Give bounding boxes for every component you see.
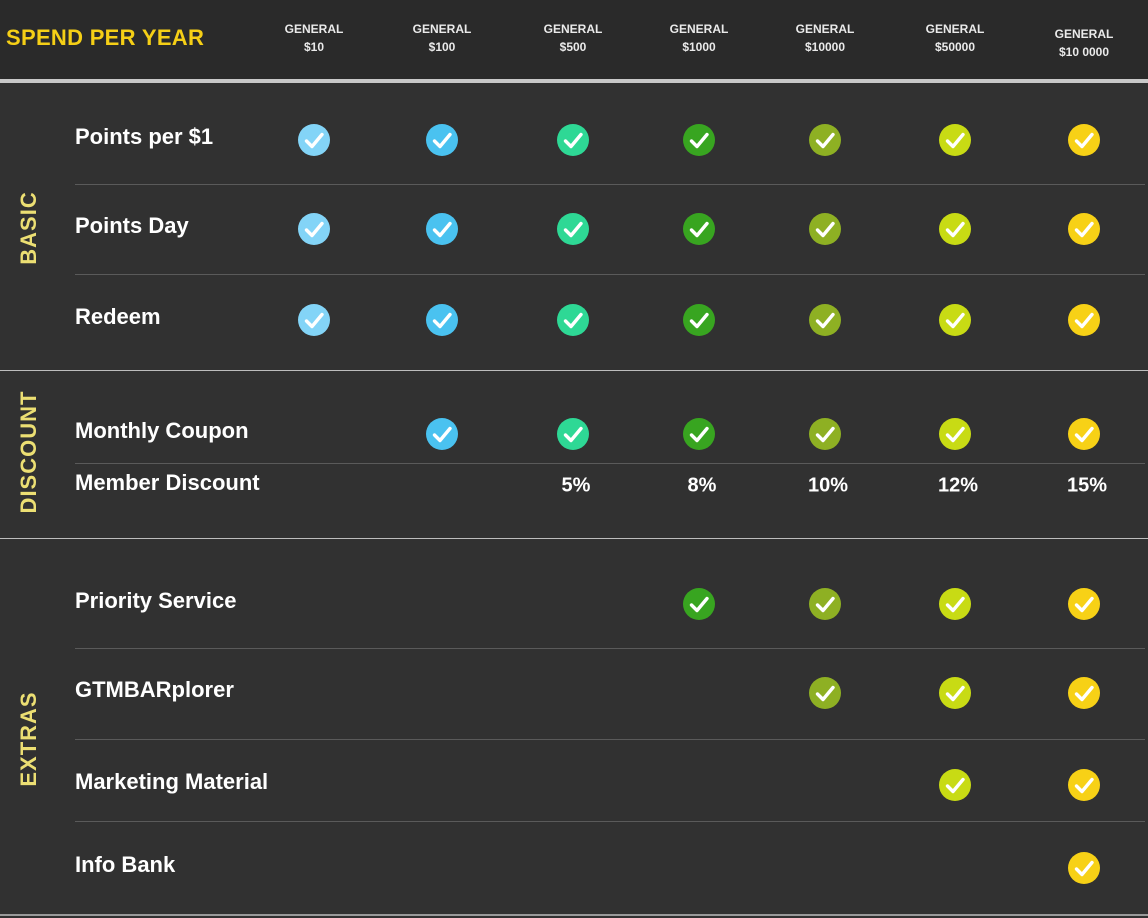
check-icon [557, 418, 590, 451]
tier-label: GENERAL [543, 22, 603, 36]
row-divider [75, 184, 1145, 185]
discount-value: 15% [1066, 474, 1108, 497]
check-icon [809, 304, 842, 337]
section-divider [0, 370, 1148, 371]
check-icon [939, 304, 972, 337]
discount-value: 12% [937, 474, 979, 497]
tier-label: GENERAL [795, 22, 855, 36]
feature-label: Marketing Material [75, 769, 269, 794]
check-icon [426, 124, 459, 157]
discount-value: 8% [687, 474, 717, 497]
check-icon [1068, 852, 1101, 885]
section-divider [0, 79, 1148, 83]
check-icon [939, 677, 972, 710]
feature-label: Priority Service [75, 588, 237, 613]
check-icon [557, 213, 590, 246]
tier-header: GENERAL $500 [518, 20, 628, 56]
check-icon [1068, 677, 1101, 710]
tier-label: GENERAL [669, 22, 729, 36]
section-divider [0, 914, 1148, 916]
feature-label: Monthly Coupon [75, 418, 249, 443]
tier-header: GENERAL $1000 [644, 20, 754, 56]
check-icon [683, 124, 716, 157]
check-icon [939, 213, 972, 246]
check-icon [939, 588, 972, 621]
tier-label: GENERAL [1054, 27, 1114, 41]
section-label: BASIC [16, 191, 41, 265]
feature-label: Points per $1 [75, 124, 214, 149]
check-icon [939, 124, 972, 157]
tier-header: GENERAL $50000 [900, 20, 1010, 56]
tier-amount: $50000 [934, 40, 976, 54]
row-divider [75, 739, 1145, 740]
check-icon [939, 418, 972, 451]
check-icon [939, 769, 972, 802]
check-icon [426, 213, 459, 246]
row-divider [75, 463, 1145, 464]
tier-amount: $10 0000 [1058, 45, 1110, 59]
check-icon [298, 213, 331, 246]
check-icon [557, 124, 590, 157]
row-divider [75, 648, 1145, 649]
row-divider [75, 821, 1145, 822]
discount-value: 10% [807, 474, 849, 497]
section-label: DISCOUNT [16, 390, 41, 514]
row-divider [75, 274, 1145, 275]
feature-label: Info Bank [75, 852, 176, 877]
section-label: EXTRAS [16, 691, 41, 787]
tier-header: GENERAL $10000 [770, 20, 880, 56]
check-icon [809, 124, 842, 157]
table-header: SPEND PER YEAR GENERAL $10 GENERAL $100 GENE… [0, 0, 1148, 80]
tier-label: GENERAL [284, 22, 344, 36]
check-icon [1068, 588, 1101, 621]
tier-header: GENERAL $100 [387, 20, 497, 56]
feature-label: Member Discount [75, 470, 260, 495]
check-icon [1068, 418, 1101, 451]
tier-label: GENERAL [412, 22, 472, 36]
tier-amount: $10 [303, 40, 325, 54]
check-icon [426, 304, 459, 337]
tier-label: GENERAL [925, 22, 985, 36]
check-icon [426, 418, 459, 451]
tier-header: GENERAL $10 [259, 20, 369, 56]
check-icon [683, 213, 716, 246]
check-icon [809, 588, 842, 621]
feature-label: Points Day [75, 213, 189, 238]
tier-amount: $1000 [682, 40, 716, 54]
check-icon [683, 588, 716, 621]
check-icon [1068, 304, 1101, 337]
check-icon [809, 418, 842, 451]
tier-amount: $10000 [804, 40, 846, 54]
section-divider [0, 538, 1148, 539]
check-icon [1068, 213, 1101, 246]
check-icon [683, 304, 716, 337]
tier-amount: $500 [559, 40, 587, 54]
discount-value: 5% [561, 474, 591, 497]
feature-label: GTMBARplorer [75, 677, 234, 702]
check-icon [557, 304, 590, 337]
check-icon [1068, 124, 1101, 157]
feature-label: Redeem [75, 304, 161, 329]
page-title: SPEND PER YEAR [6, 25, 205, 50]
tier-amount: $100 [428, 40, 456, 54]
tier-header: GENERAL $10 0000 [1029, 25, 1139, 61]
check-icon [683, 418, 716, 451]
check-icon [298, 124, 331, 157]
check-icon [809, 677, 842, 710]
check-icon [809, 213, 842, 246]
check-icon [298, 304, 331, 337]
check-icon [1068, 769, 1101, 802]
